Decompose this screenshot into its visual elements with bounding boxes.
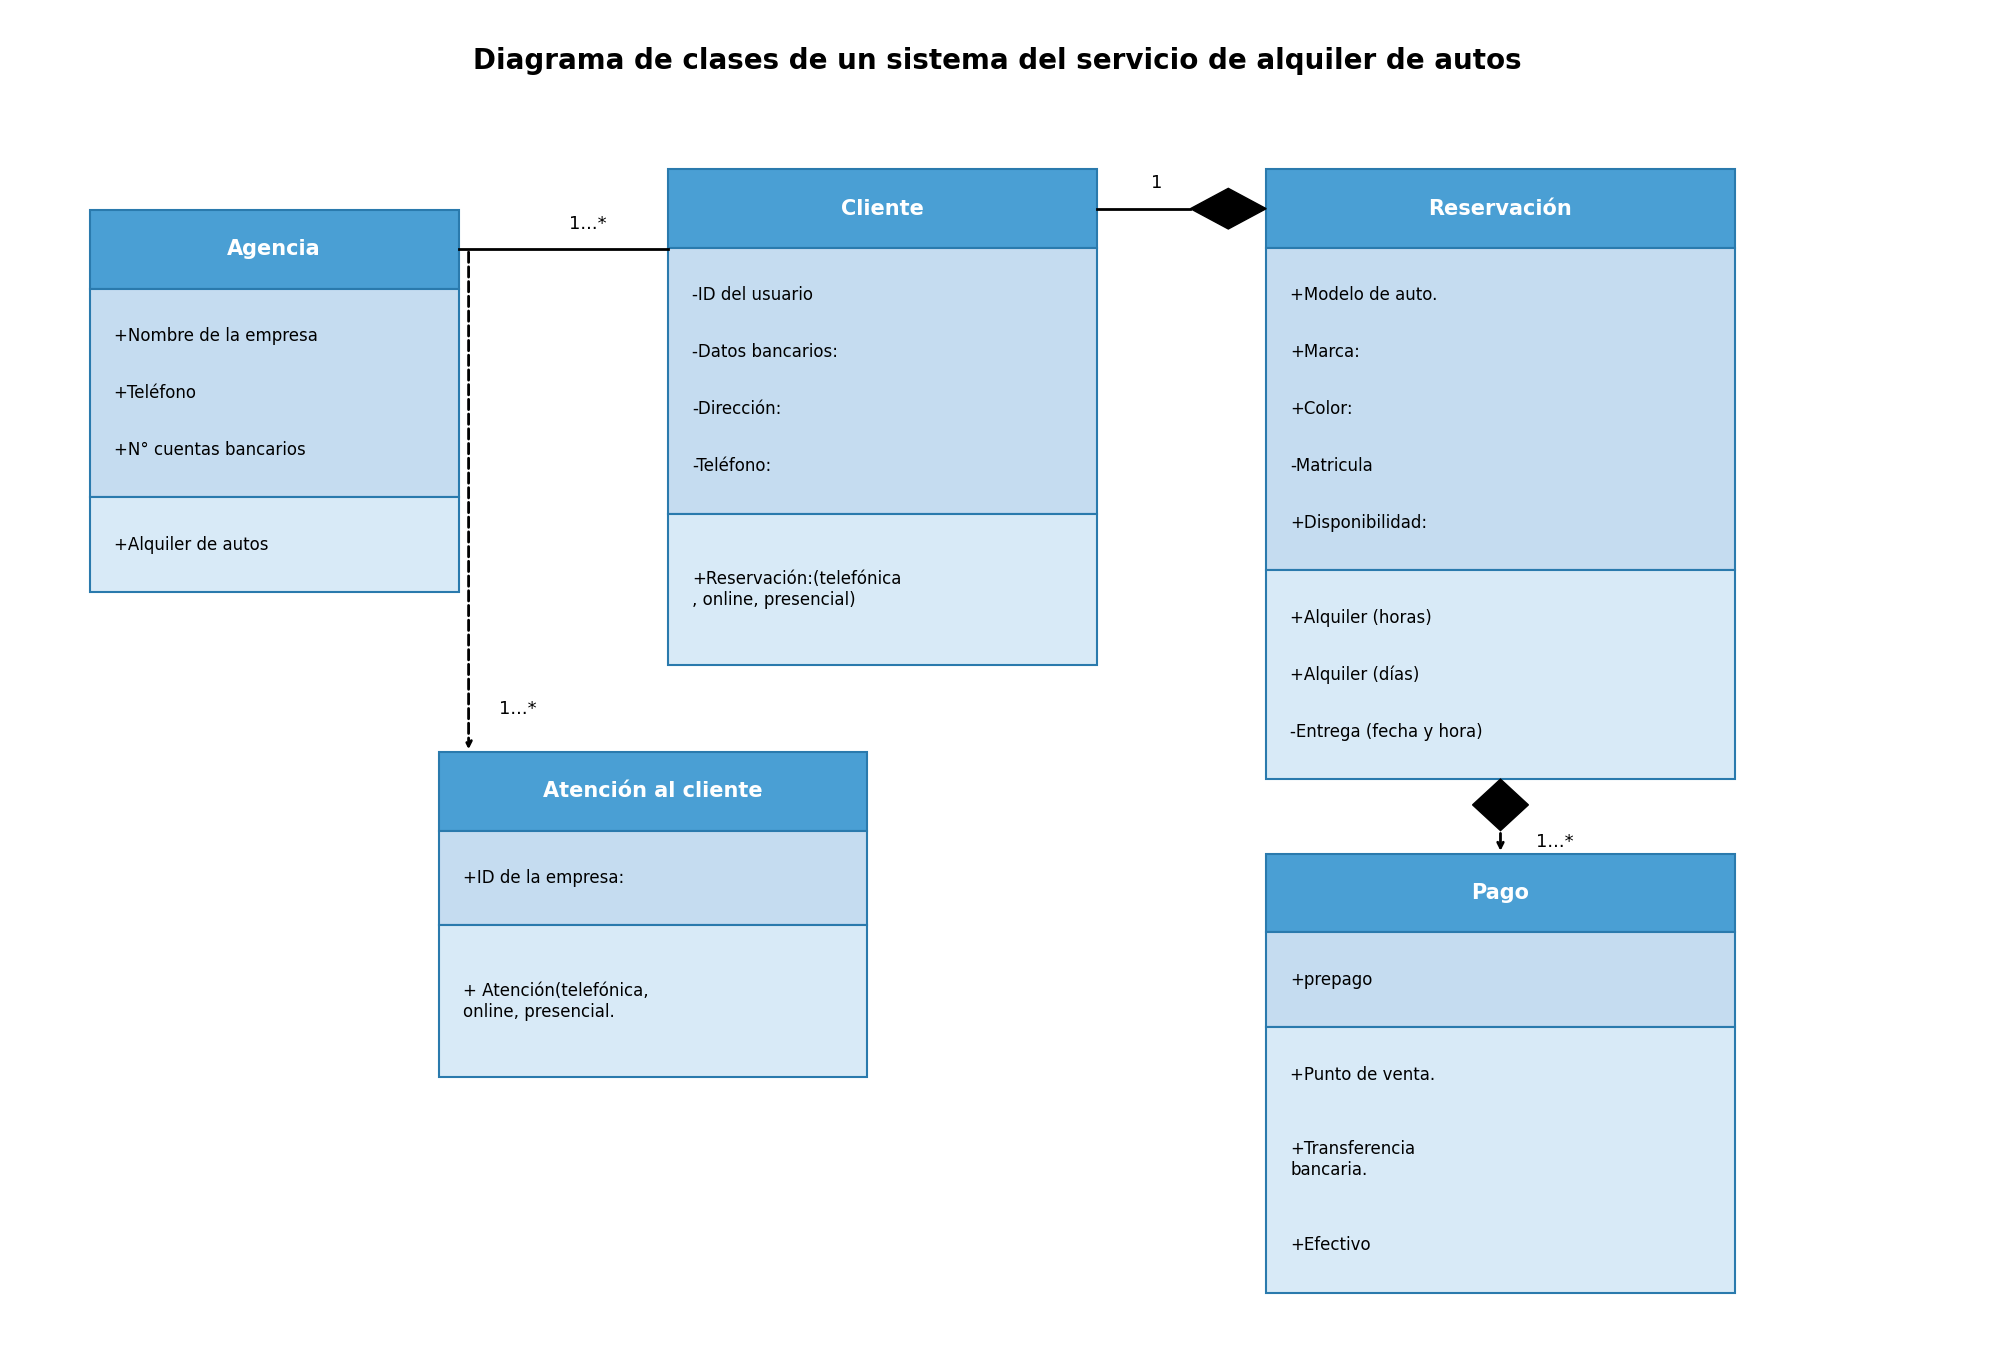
Text: +Marca:: +Marca:: [1290, 343, 1360, 362]
Bar: [1266, 248, 1735, 570]
Text: Diagrama de clases de un sistema del servicio de alquiler de autos: Diagrama de clases de un sistema del ser…: [473, 47, 1521, 75]
Polygon shape: [1472, 779, 1527, 831]
Text: +Transferencia
bancaria.: +Transferencia bancaria.: [1290, 1141, 1416, 1179]
Bar: [668, 248, 1097, 514]
Bar: [1266, 932, 1735, 1027]
Text: +Disponibilidad:: +Disponibilidad:: [1290, 514, 1428, 533]
Text: +Alquiler (horas): +Alquiler (horas): [1290, 608, 1432, 627]
Bar: [90, 497, 459, 592]
Bar: [1266, 1027, 1735, 1293]
Bar: [668, 169, 1097, 248]
Text: Agencia: Agencia: [227, 240, 321, 259]
Text: +Color:: +Color:: [1290, 400, 1352, 419]
Text: -ID del usuario: -ID del usuario: [692, 286, 814, 305]
Text: +Alquiler (días): +Alquiler (días): [1290, 665, 1420, 684]
Bar: [90, 289, 459, 497]
Text: +Modelo de auto.: +Modelo de auto.: [1290, 286, 1438, 305]
Bar: [439, 752, 867, 831]
Text: +N° cuentas bancarios: +N° cuentas bancarios: [114, 440, 305, 459]
Text: Cliente: Cliente: [841, 199, 923, 218]
Text: -Dirección:: -Dirección:: [692, 400, 782, 419]
Text: -Teléfono:: -Teléfono:: [692, 457, 772, 476]
Bar: [668, 514, 1097, 665]
Text: 1...*: 1...*: [1535, 833, 1573, 851]
Bar: [1266, 570, 1735, 779]
Text: Atención al cliente: Atención al cliente: [542, 782, 764, 801]
Text: +Efectivo: +Efectivo: [1290, 1236, 1370, 1255]
Text: 1: 1: [1151, 175, 1163, 192]
Text: + Atención(telefónica,
online, presencial.: + Atención(telefónica, online, presencia…: [463, 982, 648, 1020]
Text: +ID de la empresa:: +ID de la empresa:: [463, 869, 624, 888]
Bar: [439, 925, 867, 1077]
Text: +Nombre de la empresa: +Nombre de la empresa: [114, 327, 317, 346]
Text: +Teléfono: +Teléfono: [114, 383, 197, 402]
Text: Pago: Pago: [1472, 883, 1529, 902]
Text: 1...*: 1...*: [498, 701, 536, 718]
Bar: [1266, 854, 1735, 932]
Bar: [439, 831, 867, 925]
Polygon shape: [1190, 188, 1266, 229]
Bar: [90, 210, 459, 289]
Text: +prepago: +prepago: [1290, 970, 1372, 989]
Text: -Datos bancarios:: -Datos bancarios:: [692, 343, 837, 362]
Bar: [1266, 169, 1735, 248]
Text: +Reservación:(telefónica
, online, presencial): +Reservación:(telefónica , online, prese…: [692, 570, 901, 608]
Text: +Punto de venta.: +Punto de venta.: [1290, 1065, 1436, 1084]
Text: -Matricula: -Matricula: [1290, 457, 1372, 476]
Text: Reservación: Reservación: [1428, 199, 1573, 218]
Text: 1...*: 1...*: [570, 215, 606, 233]
Text: +Alquiler de autos: +Alquiler de autos: [114, 535, 267, 554]
Text: -Entrega (fecha y hora): -Entrega (fecha y hora): [1290, 722, 1484, 741]
